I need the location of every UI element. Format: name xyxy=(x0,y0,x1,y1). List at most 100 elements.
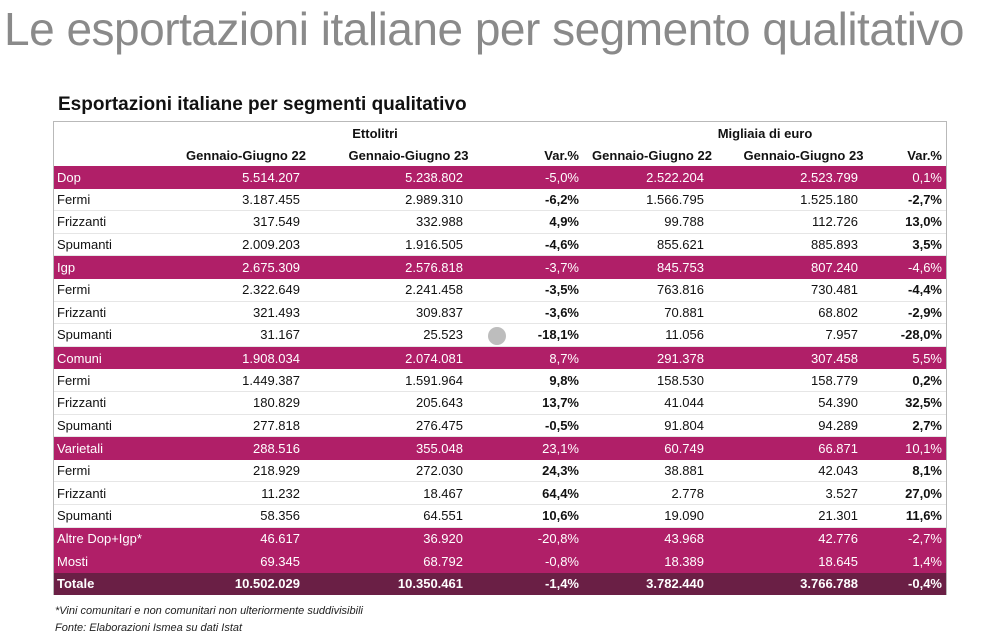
cell-eur-var: 0,2% xyxy=(912,372,942,388)
cell-eur-2023: 94.289 xyxy=(818,417,858,433)
cell-hl-2022: 2.675.309 xyxy=(242,260,300,276)
cell-hl-var: -3,5% xyxy=(545,282,579,298)
header-group-row: Ettolitri Migliaia di euro xyxy=(54,122,946,144)
cell-eur-var: 32,5% xyxy=(905,395,942,411)
cell-eur-2023: 307.458 xyxy=(811,350,858,366)
slide-title: Le esportazioni italiane per segmento qu… xyxy=(4,3,965,55)
cell-eur-var: 5,5% xyxy=(912,350,942,366)
cell-eur-2023: 2.523.799 xyxy=(800,169,858,185)
cell-eur-2023: 21.301 xyxy=(818,508,858,524)
cell-label: Fermi xyxy=(57,372,91,388)
cell-label: Comuni xyxy=(57,350,102,366)
cell-eur-var: -2,9% xyxy=(908,304,942,320)
cell-hl-2022: 5.514.207 xyxy=(242,169,300,185)
cell-hl-2022: 46.617 xyxy=(260,531,300,547)
total-row: Totale 10.502.029 10.350.461 -1,4% 3.782.440… xyxy=(54,572,946,596)
export-table: Ettolitri Migliaia di euro Gennaio-Giugn… xyxy=(53,121,947,596)
cell-eur-2022: 60.749 xyxy=(664,440,704,456)
cell-hl-2023: 2.074.081 xyxy=(405,350,463,366)
cell-eur-var: -28,0% xyxy=(900,327,942,343)
cell-eur-2022: 763.816 xyxy=(657,282,704,298)
cell-eur-2022: 41.044 xyxy=(664,395,704,411)
cell-eur-2022: 19.090 xyxy=(664,508,704,524)
cell-label: Frizzanti xyxy=(57,485,107,501)
table-row: Frizzanti 321.493 309.837 -3,6% 70.881 68.802… xyxy=(54,301,946,325)
cell-label: Dop xyxy=(57,169,81,185)
cell-eur-2022: 855.621 xyxy=(657,237,704,253)
cell-eur-var: 2,7% xyxy=(912,417,942,433)
category-row: Comuni 1.908.034 2.074.081 8,7% 291.378 307.4… xyxy=(54,346,946,370)
cell-eur-var: -2,7% xyxy=(908,191,942,207)
cell-label: Altre Dop+Igp* xyxy=(57,531,142,547)
cell-hl-2023: 309.837 xyxy=(416,304,463,320)
table-row: Spumanti 58.356 64.551 10,6% 19.090 21.301 11,… xyxy=(54,504,946,528)
cell-eur-var: -4,4% xyxy=(908,282,942,298)
table-row: Fermi 3.187.455 2.989.310 -6,2% 1.566.795 1.5… xyxy=(54,188,946,212)
cell-hl-2022: 317.549 xyxy=(253,214,300,230)
cell-hl-2022: 218.929 xyxy=(253,463,300,479)
cell-hl-var: -6,2% xyxy=(545,191,579,207)
cell-label: Spumanti xyxy=(57,237,112,253)
cell-eur-var: 3,5% xyxy=(912,237,942,253)
cell-eur-2023: 68.802 xyxy=(818,304,858,320)
cell-hl-var: 23,1% xyxy=(542,440,579,456)
cell-eur-2022: 70.881 xyxy=(664,304,704,320)
cell-hl-2023: 2.576.818 xyxy=(405,260,463,276)
cell-eur-2023: 42.043 xyxy=(818,463,858,479)
cell-hl-2023: 10.350.461 xyxy=(397,576,463,592)
cell-eur-var: 8,1% xyxy=(912,463,942,479)
cell-eur-2023: 3.766.788 xyxy=(800,576,858,592)
cell-label: Spumanti xyxy=(57,508,112,524)
cell-hl-2022: 288.516 xyxy=(253,440,300,456)
cell-hl-2023: 332.988 xyxy=(416,214,463,230)
cell-eur-2022: 43.968 xyxy=(664,531,704,547)
cell-eur-2023: 66.871 xyxy=(818,440,858,456)
cell-eur-2023: 18.645 xyxy=(818,553,858,569)
cell-eur-2022: 18.389 xyxy=(664,553,704,569)
cell-eur-2023: 885.893 xyxy=(811,237,858,253)
cell-hl-var: 8,7% xyxy=(549,350,579,366)
cell-hl-2023: 68.792 xyxy=(423,553,463,569)
cell-hl-2023: 25.523 xyxy=(423,327,463,343)
cell-eur-2023: 54.390 xyxy=(818,395,858,411)
cell-hl-var: 13,7% xyxy=(542,395,579,411)
table-title: Esportazioni italiane per segmenti quali… xyxy=(58,94,467,115)
cell-eur-2022: 158.530 xyxy=(657,372,704,388)
cell-label: Fermi xyxy=(57,282,91,298)
cell-hl-var: -0,5% xyxy=(545,417,579,433)
cell-label: Totale xyxy=(57,576,95,592)
cell-label: Varietali xyxy=(57,440,104,456)
cell-eur-var: 27,0% xyxy=(905,485,942,501)
cell-label: Fermi xyxy=(57,191,91,207)
cell-hl-2023: 272.030 xyxy=(416,463,463,479)
cell-hl-2023: 36.920 xyxy=(423,531,463,547)
cell-eur-2023: 7.957 xyxy=(825,327,858,343)
cell-eur-2023: 1.525.180 xyxy=(800,191,858,207)
cell-eur-2023: 730.481 xyxy=(811,282,858,298)
category-row: Igp 2.675.309 2.576.818 -3,7% 845.753 807.240… xyxy=(54,256,946,279)
cell-label: Spumanti xyxy=(57,417,112,433)
cell-hl-var: 9,8% xyxy=(549,372,579,388)
category-row: Altre Dop+Igp* 46.617 36.920 -20,8% 43.968 42… xyxy=(54,527,946,551)
cell-hl-2022: 1.449.387 xyxy=(242,372,300,388)
table-row: Fermi 218.929 272.030 24,3% 38.881 42.043 8,1% xyxy=(54,459,946,483)
cell-hl-2022: 3.187.455 xyxy=(242,191,300,207)
cell-eur-2022: 99.788 xyxy=(664,214,704,230)
table-row: Fermi 2.322.649 2.241.458 -3,5% 763.816 730.4… xyxy=(54,278,946,302)
header-col-eur-2023: Gennaio-Giugno 23 xyxy=(743,147,864,163)
cell-eur-2022: 91.804 xyxy=(664,417,704,433)
cell-eur-var: -0,4% xyxy=(908,576,942,592)
cell-eur-var: 10,1% xyxy=(905,440,942,456)
cell-hl-var: -3,6% xyxy=(545,304,579,320)
cell-eur-2023: 158.779 xyxy=(811,372,858,388)
cell-hl-2022: 277.818 xyxy=(253,417,300,433)
cell-eur-2022: 2.778 xyxy=(671,485,704,501)
cell-hl-2022: 31.167 xyxy=(260,327,300,343)
cell-label: Frizzanti xyxy=(57,214,107,230)
cell-hl-2022: 10.502.029 xyxy=(234,576,300,592)
cell-hl-2022: 58.356 xyxy=(260,508,300,524)
cell-hl-2022: 180.829 xyxy=(253,395,300,411)
cell-eur-2023: 3.527 xyxy=(825,485,858,501)
cell-hl-2023: 2.241.458 xyxy=(405,282,463,298)
cell-eur-var: 1,4% xyxy=(912,553,942,569)
